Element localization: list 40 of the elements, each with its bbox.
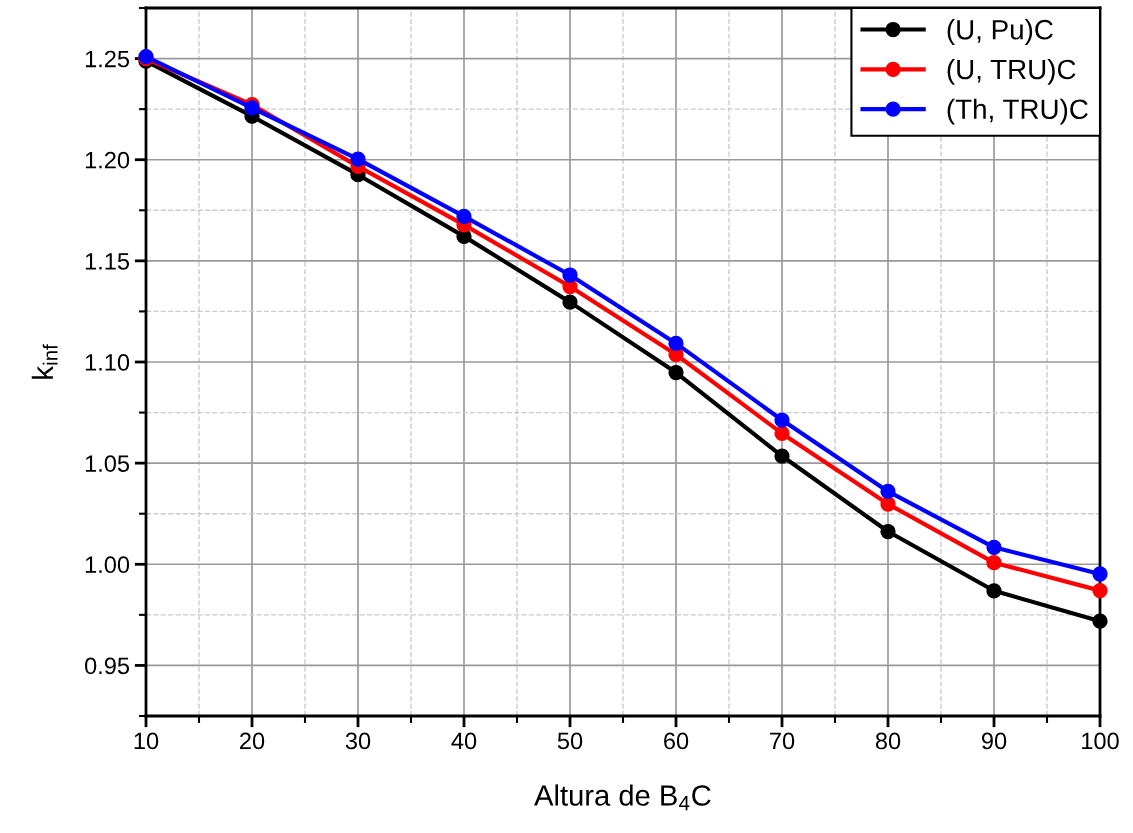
point — [350, 151, 366, 167]
point — [456, 208, 472, 224]
point — [986, 539, 1002, 555]
x-tick-label: 100 — [1082, 732, 1119, 750]
y-tick-label: 1.25 — [85, 50, 130, 68]
point — [1092, 566, 1108, 582]
y-axis-title: k$_{inf}$ — [31, 344, 58, 379]
point — [668, 364, 684, 381]
point — [562, 267, 578, 283]
x-tick-label: 60 — [664, 732, 689, 750]
legend-label: (U, TRU)C — [947, 58, 1076, 85]
point — [986, 583, 1002, 599]
y-tick-label: 1.20 — [85, 151, 130, 169]
x-tick-label: 90 — [981, 732, 1007, 750]
point — [1092, 582, 1108, 599]
x-tick-label: 70 — [770, 732, 795, 750]
x-tick-label: 40 — [451, 732, 477, 750]
x-tick-label: 50 — [557, 732, 583, 750]
point — [774, 412, 790, 428]
point — [986, 555, 1002, 571]
legend-label: (Th, TRU)C — [947, 98, 1088, 125]
y-tick-label: 1.15 — [85, 253, 130, 270]
point — [774, 448, 790, 464]
point — [880, 483, 896, 500]
point — [1092, 613, 1108, 629]
y-tick-label: 1.05 — [85, 455, 130, 472]
x-axis-title: Altura de B$_{4}$C — [534, 784, 711, 811]
x-tick-label: 30 — [345, 732, 371, 750]
point — [880, 496, 896, 512]
x-tick-label: 20 — [240, 732, 265, 750]
x-tick-label: 80 — [875, 732, 901, 750]
point — [880, 523, 896, 540]
y-tick-label: 1.10 — [85, 354, 130, 371]
x-tick-label: 10 — [134, 732, 159, 750]
point — [668, 335, 684, 352]
y-tick-label: 0.95 — [85, 657, 130, 675]
point — [562, 294, 578, 310]
legend-label: (U, Pu)C — [947, 19, 1053, 45]
y-tick-label: 1.00 — [85, 556, 130, 574]
point — [774, 425, 790, 442]
